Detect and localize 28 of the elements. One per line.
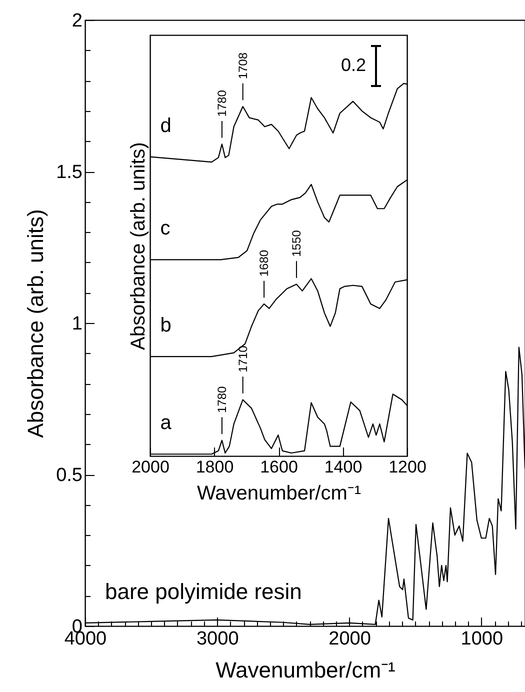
series-label: c — [160, 218, 170, 240]
series-label: b — [160, 314, 172, 336]
annotation: 1550 — [289, 230, 304, 257]
y-tick-label: 1.5 — [56, 162, 82, 183]
annotation: 1708 — [236, 52, 250, 80]
x-tick-label: 1200 — [388, 458, 426, 476]
x-tick-label: 2000 — [132, 458, 170, 476]
series-label: a — [160, 412, 172, 434]
y-tick-label: 2 — [72, 10, 82, 32]
annotation: 1710 — [236, 345, 250, 372]
annotation: 1780 — [214, 386, 229, 413]
annotation: 0.2 — [340, 55, 366, 75]
annotation: 1680 — [257, 250, 272, 277]
x-tick-label: 2000 — [328, 628, 371, 650]
x-tick-label: 1400 — [324, 458, 362, 476]
x-tick-label: 1000 — [460, 628, 504, 650]
y-tick-label: 1 — [72, 314, 82, 334]
x-tick-label: 3000 — [196, 628, 239, 650]
y-axis-title: Absorbance (arb. units) — [128, 142, 150, 350]
series-label: d — [160, 114, 172, 137]
annotation: bare polyimide resin — [105, 579, 302, 604]
annotation: 1780 — [214, 90, 229, 117]
y-tick-label: 0.5 — [56, 465, 82, 486]
x-tick-label: 1600 — [260, 458, 298, 476]
x-axis-title: Wavenumber/cm⁻¹ — [216, 658, 396, 682]
x-axis-title: Wavenumber/cm⁻¹ — [196, 482, 362, 504]
y-axis-title: Absorbance (arb. units) — [23, 209, 48, 438]
x-tick-label: 1800 — [196, 458, 234, 476]
